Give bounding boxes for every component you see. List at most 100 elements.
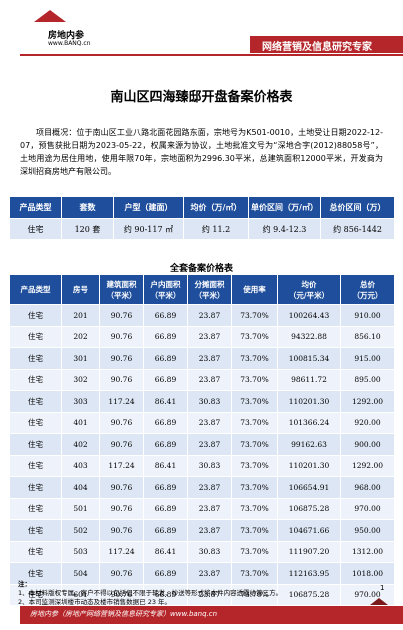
table-cell: 73.70%: [231, 411, 278, 434]
table-cell: 501: [61, 497, 100, 520]
footer-house-icon: [370, 598, 388, 605]
table-cell: 66.89: [143, 411, 188, 434]
table-cell: 502: [61, 519, 100, 542]
table-cell: 66.89: [143, 476, 188, 499]
table-row: 住宅 404 90.76 66.89 23.87 73.70% 106654.91 968.0…: [9, 476, 395, 499]
page-number: 1: [380, 584, 385, 592]
table-cell: 23.87: [187, 583, 232, 606]
table-cell: 90.76: [99, 368, 144, 391]
table-cell: 73.70%: [231, 519, 278, 542]
table-cell: 106654.91: [277, 476, 341, 499]
table-cell: 73.70%: [231, 368, 278, 391]
table-cell: 90.76: [99, 476, 144, 499]
table-cell: 201: [61, 304, 100, 327]
detail-header-cell: 均价 （元/平米）: [277, 274, 341, 305]
table-cell: 110201.30: [277, 454, 341, 477]
table-cell: 66.89: [143, 304, 188, 327]
table-cell: 住宅: [9, 411, 62, 434]
table-cell: 86.41: [143, 540, 188, 563]
summary-header-row: 产品类型 套数 户型（建面） 均价（万/㎡） 单价区间（万/㎡） 总价区间（万）: [9, 196, 395, 219]
table-cell: 895.00: [340, 368, 395, 391]
table-cell: 401: [61, 411, 100, 434]
table-cell: 住宅: [9, 562, 62, 585]
header-divider: [20, 54, 403, 56]
table-cell: 73.70%: [231, 497, 278, 520]
table-cell: 66.89: [143, 562, 188, 585]
table-cell: 66.89: [143, 347, 188, 370]
logo-url: www.BANQ.cn: [48, 40, 91, 47]
table-cell: 90.76: [99, 497, 144, 520]
table-cell: 66.89: [143, 519, 188, 542]
table-cell: 86.41: [143, 454, 188, 477]
detail-header-row: 产品类型 房号 建筑面积 （平米） 户内面积 （平米） 分摊面积 （平米） 使用率 均价 （…: [9, 274, 395, 305]
table-cell: 73.70%: [231, 540, 278, 563]
table-row: 住宅 302 90.76 66.89 23.87 73.70% 98611.72 895.00: [9, 368, 395, 391]
summary-header-cell: 产品类型: [9, 196, 62, 219]
table-cell: 90.76: [99, 433, 144, 456]
detail-header-cell: 产品类型: [9, 274, 62, 305]
table-cell: 99162.63: [277, 433, 341, 456]
table-cell: 23.87: [187, 325, 232, 348]
table-cell: 30.83: [187, 540, 232, 563]
summary-header-cell: 户型（建面）: [113, 196, 184, 219]
table-cell: 90.76: [99, 583, 144, 606]
house-roof-icon: [34, 10, 66, 22]
table-cell: 90.76: [99, 562, 144, 585]
header-band: [250, 36, 403, 53]
table-cell: 303: [61, 390, 100, 413]
summary-cell: 约 11.2: [183, 218, 249, 240]
table-cell: 66.89: [143, 368, 188, 391]
table-cell: 112163.95: [277, 562, 341, 585]
table-cell: 住宅: [9, 497, 62, 520]
table-cell: 73.70%: [231, 562, 278, 585]
summary-cell: 120 套: [61, 218, 114, 240]
summary-header-cell: 单价区间（万/㎡）: [248, 196, 321, 219]
table-cell: 100264.43: [277, 304, 341, 327]
table-cell: 73.70%: [231, 390, 278, 413]
page-title: 南山区四海臻邸开盘备案价格表: [110, 90, 293, 105]
table-cell: 915.00: [340, 347, 395, 370]
summary-header-cell: 均价（万/㎡）: [183, 196, 249, 219]
table-cell: 30.83: [187, 454, 232, 477]
table-cell: 23.87: [187, 368, 232, 391]
summary-row: 住宅 120 套 约 90-117 ㎡ 约 11.2 约 9.4-12.3 约 …: [9, 218, 395, 240]
table-cell: 110201.30: [277, 390, 341, 413]
table-cell: 1312.00: [340, 540, 395, 563]
summary-header-cell: 套数: [61, 196, 114, 219]
table-cell: 73.70%: [231, 476, 278, 499]
table-cell: 403: [61, 454, 100, 477]
table-cell: 住宅: [9, 347, 62, 370]
logo-name: 房地内参: [48, 31, 85, 41]
table-cell: 404: [61, 476, 100, 499]
summary-cell: 约 9.4-12.3: [248, 218, 321, 240]
table-cell: 住宅: [9, 433, 62, 456]
table-cell: 23.87: [187, 411, 232, 434]
summary-header-cell: 总价区间（万）: [320, 196, 395, 219]
table-cell: 94322.88: [277, 325, 341, 348]
table-row: 住宅 501 90.76 66.89 23.87 73.70% 106875.28 970.0…: [9, 497, 395, 520]
table-cell: 302: [61, 368, 100, 391]
table-cell: 73.70%: [231, 433, 278, 456]
detail-table-title: 全套备案价格表: [169, 264, 233, 274]
table-cell: 住宅: [9, 540, 62, 563]
table-cell: 90.76: [99, 347, 144, 370]
summary-table: 产品类型 套数 户型（建面） 均价（万/㎡） 单价区间（万/㎡） 总价区间（万）…: [9, 196, 395, 240]
footer-text: 房地内参（房地产网络营销及信息研究专家）www.banq.cn: [30, 610, 218, 618]
table-row: 住宅 202 90.76 66.89 23.87 73.70% 94322.88 856.10: [9, 325, 395, 348]
table-cell: 66.89: [143, 325, 188, 348]
table-cell: 住宅: [9, 304, 62, 327]
table-cell: 202: [61, 325, 100, 348]
logo: [20, 8, 78, 52]
table-cell: 86.41: [143, 390, 188, 413]
table-cell: 73.70%: [231, 454, 278, 477]
table-cell: 970.00: [340, 497, 395, 520]
table-cell: 住宅: [9, 519, 62, 542]
table-cell: 104671.66: [277, 519, 341, 542]
table-cell: 1292.00: [340, 454, 395, 477]
table-row: 住宅 403 117.24 86.41 30.83 73.70% 110201.30 1292…: [9, 454, 395, 477]
table-cell: 66.89: [143, 583, 188, 606]
table-cell: 73.70%: [231, 347, 278, 370]
table-cell: 98611.72: [277, 368, 341, 391]
note-item: 1、本材料版权专属，客户不得以包括但不限于转发、抄送等形式将本件内容透露给第三方…: [18, 589, 283, 597]
table-cell: 90.76: [99, 325, 144, 348]
